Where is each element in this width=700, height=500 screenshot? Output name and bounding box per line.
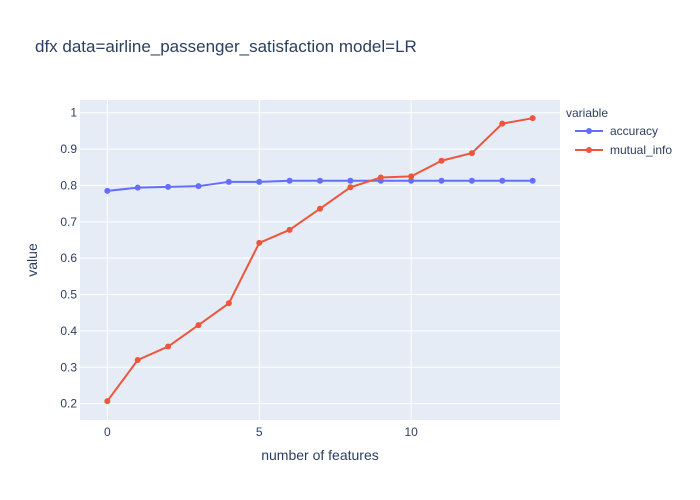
point-accuracy	[286, 177, 293, 184]
y-tick-label: 0.3	[60, 360, 77, 374]
y-tick-label: 0.9	[60, 142, 77, 156]
series-mutual_info	[104, 115, 536, 405]
x-tick-label: 0	[104, 425, 111, 439]
series-layer	[104, 115, 536, 405]
series-accuracy	[104, 177, 536, 194]
y-tick-label: 0.5	[60, 288, 77, 302]
y-tick-label: 0.8	[60, 178, 77, 192]
legend-title: variable	[566, 106, 608, 120]
x-axis-title: number of features	[261, 447, 379, 463]
y-tick-label: 0.7	[60, 215, 77, 229]
plot-area	[80, 100, 560, 420]
x-tick-label: 10	[404, 425, 418, 439]
y-tick-label: 0.2	[60, 397, 77, 411]
point-mutual_info	[195, 322, 202, 329]
legend-label: accuracy	[610, 124, 658, 138]
point-mutual_info	[165, 343, 172, 350]
point-mutual_info	[468, 150, 475, 157]
point-accuracy	[225, 178, 232, 185]
point-accuracy	[468, 177, 475, 184]
legend-marker	[586, 147, 592, 153]
point-accuracy	[134, 184, 141, 191]
grid	[80, 100, 560, 420]
chart-title: dfx data=airline_passenger_satisfaction …	[35, 37, 417, 56]
point-accuracy	[195, 183, 202, 190]
legend-marker	[586, 128, 592, 134]
point-mutual_info	[317, 205, 323, 212]
x-tick-label: 5	[256, 425, 263, 439]
point-mutual_info	[438, 157, 445, 164]
point-mutual_info	[529, 115, 536, 122]
point-accuracy	[165, 183, 172, 190]
point-mutual_info	[134, 357, 141, 363]
point-accuracy	[256, 178, 263, 185]
y-tick-label: 0.4	[60, 324, 77, 338]
point-accuracy	[317, 177, 323, 184]
legend[interactable]: variable accuracy mutual_info	[566, 106, 672, 157]
point-mutual_info	[408, 173, 415, 180]
point-mutual_info	[347, 184, 354, 191]
point-accuracy	[499, 177, 506, 184]
point-mutual_info	[286, 226, 293, 233]
point-accuracy	[408, 177, 415, 184]
point-mutual_info	[499, 120, 506, 127]
point-accuracy	[347, 177, 354, 184]
y-tick-label: 1	[70, 106, 77, 120]
ticks: 0.20.30.40.50.60.70.80.910 5 10	[60, 106, 418, 439]
legend-item-mutual_info[interactable]: mutual_info	[575, 143, 672, 157]
point-mutual_info	[104, 398, 111, 405]
point-accuracy	[529, 177, 536, 184]
point-mutual_info	[256, 239, 263, 246]
y-axis-title: value	[24, 243, 40, 277]
legend-item-accuracy[interactable]: accuracy	[575, 124, 658, 138]
y-tick-label: 0.6	[60, 251, 77, 265]
point-accuracy	[438, 177, 445, 184]
point-mutual_info	[377, 174, 384, 181]
legend-label: mutual_info	[610, 143, 672, 157]
point-accuracy	[104, 187, 111, 194]
point-mutual_info	[225, 300, 232, 307]
